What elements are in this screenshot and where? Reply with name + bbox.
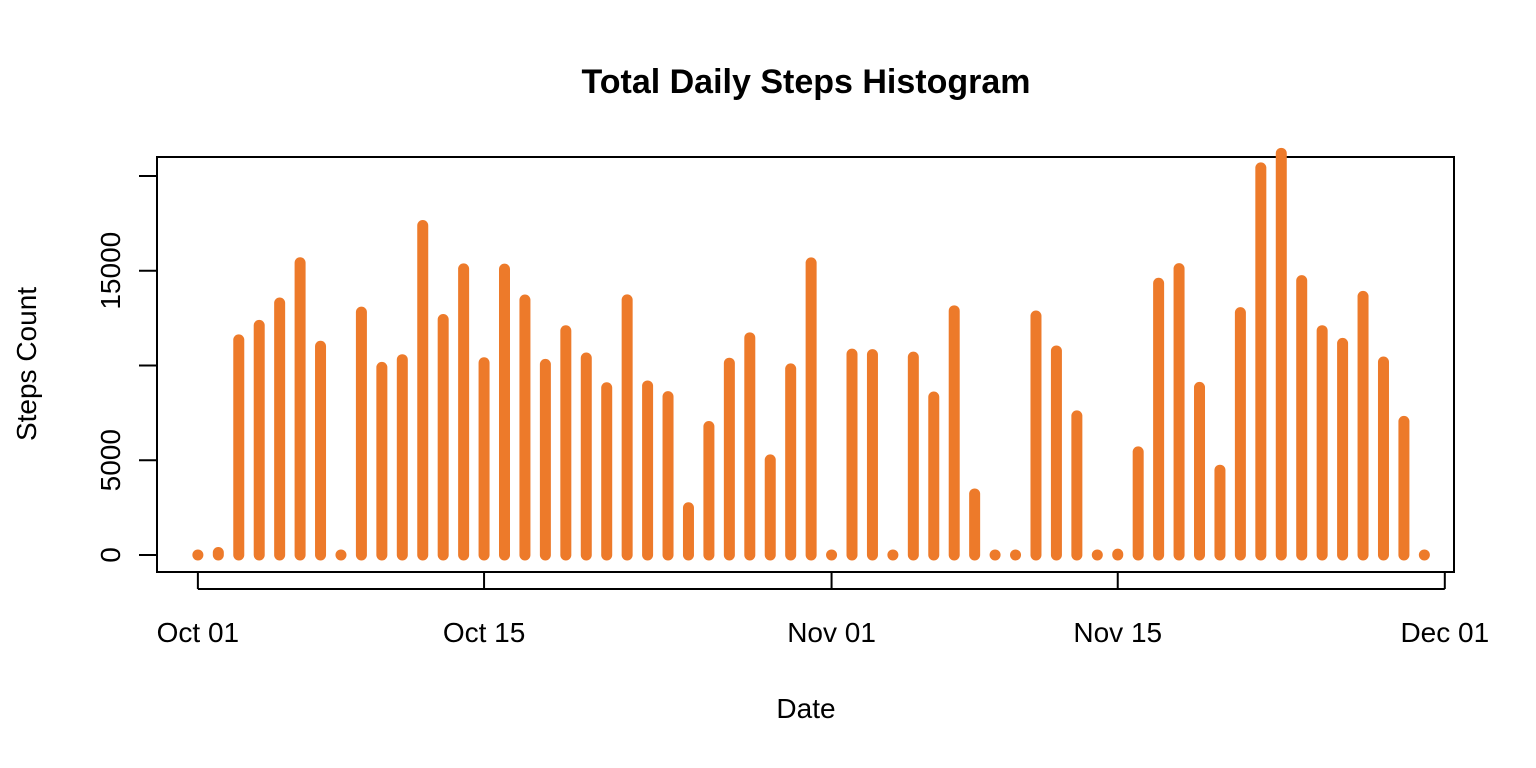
y-axis: 0 5000 15000 — [95, 174, 157, 563]
y-tick-label: 15000 — [95, 232, 126, 310]
x-axis: Oct 01 Oct 15 Nov 01 Nov 15 Dec 01 — [157, 572, 1489, 648]
x-tick-label: Nov 01 — [787, 617, 876, 648]
x-tick-label: Oct 01 — [157, 617, 239, 648]
y-axis-label: Steps Count — [11, 287, 42, 441]
x-tick-label: Oct 15 — [443, 617, 525, 648]
x-axis-label: Date — [776, 693, 835, 724]
x-tick-label: Nov 15 — [1073, 617, 1162, 648]
x-tick-label: Dec 01 — [1400, 617, 1489, 648]
chart-title: Total Daily Steps Histogram — [581, 63, 1030, 101]
bars-group — [192, 147, 1430, 561]
y-tick-label: 0 — [95, 547, 126, 563]
y-tick-label: 5000 — [95, 429, 126, 491]
